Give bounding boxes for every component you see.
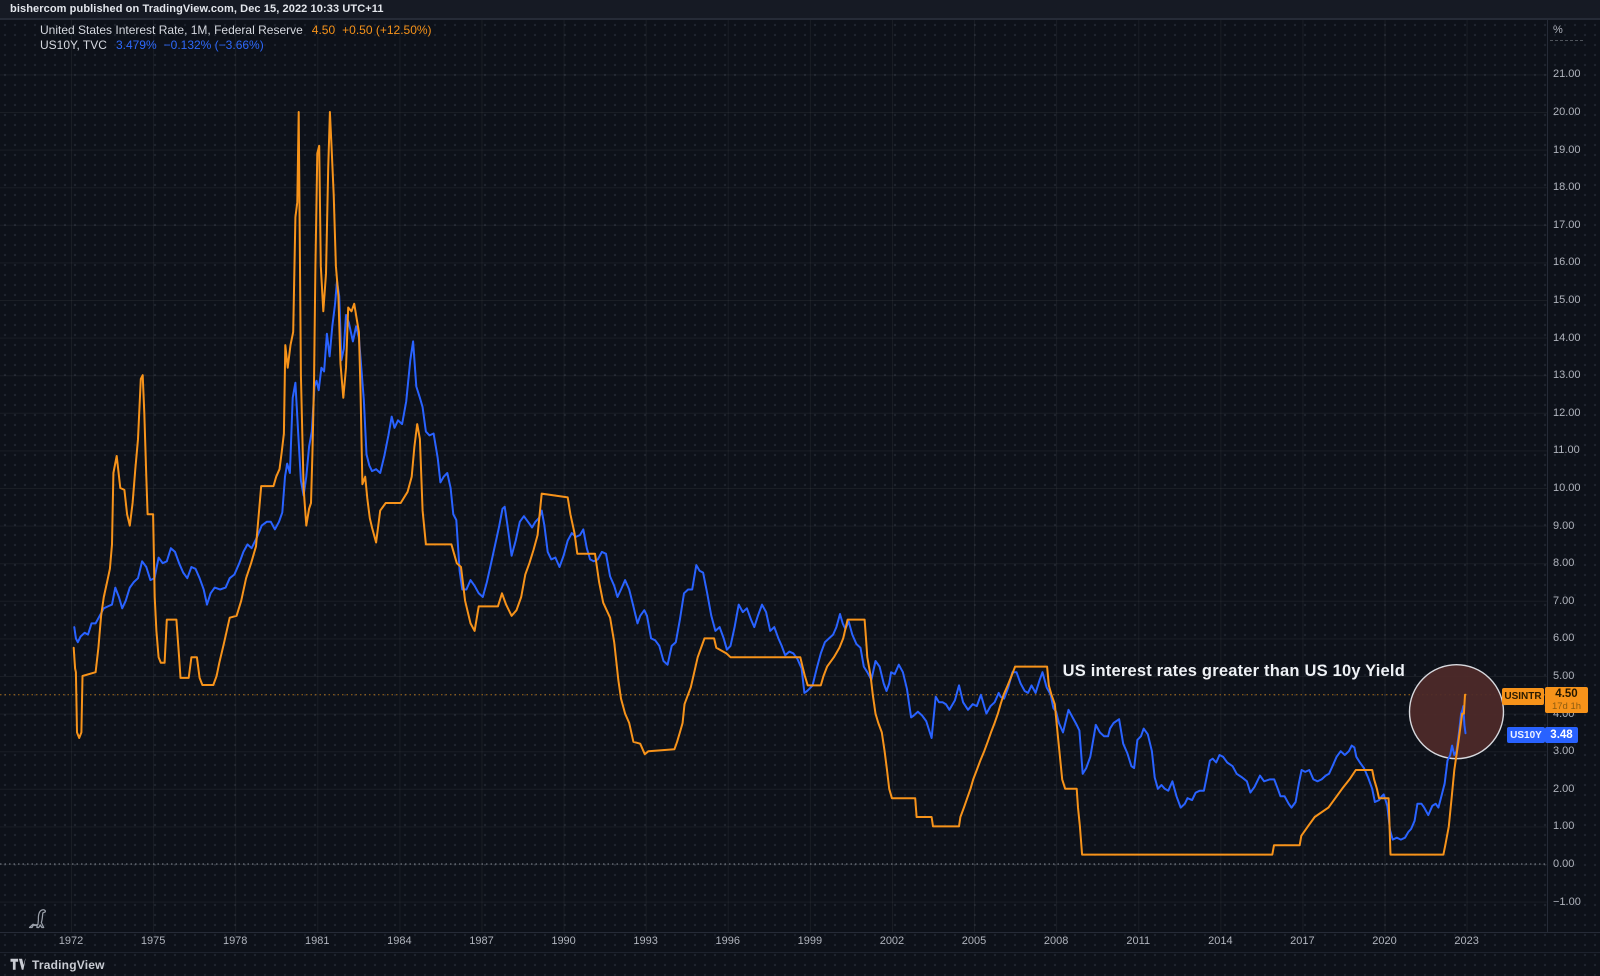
price-tick-label: 16.00	[1553, 256, 1581, 269]
us10y-line-series[interactable]	[73, 280, 1467, 841]
price-axis-unit-label: %	[1553, 24, 1563, 36]
legend-row-us10y[interactable]: US10Y, TVC 3.479% −0.132% (−3.66%)	[40, 38, 432, 52]
price-tick-label: 0.00	[1553, 858, 1575, 870]
time-tick-label: 2023	[1454, 935, 1479, 947]
price-tick-label: 7.00	[1553, 594, 1575, 607]
time-tick-label: 1993	[633, 935, 658, 947]
price-axis-top-dash	[1550, 40, 1583, 41]
time-tick-label: 2005	[961, 935, 987, 947]
published-header-bar: bishercom published on TradingView.com, …	[0, 0, 1600, 19]
tradingview-logo-icon[interactable]	[10, 958, 26, 971]
usintr-line-series[interactable]	[72, 111, 1467, 856]
legend-usintr-values: 4.50 +0.50 (+12.50%)	[311, 23, 432, 37]
price-tick-label: 17.00	[1553, 218, 1581, 231]
time-tick-label: 1999	[797, 935, 823, 947]
time-tick-label: 1996	[715, 935, 740, 947]
us10y-symbol-tag: US10Y	[1507, 727, 1545, 743]
price-tick-label: −1.00	[1553, 895, 1581, 908]
time-tick-label: 2011	[1126, 935, 1151, 947]
legend-us10y-values: 3.479% −0.132% (−3.66%)	[115, 38, 264, 52]
time-tick-label: 2017	[1290, 935, 1315, 947]
usintr-symbol-tag: USINTR	[1502, 688, 1544, 705]
price-tick-label: 6.00	[1553, 632, 1575, 645]
price-tick-label: 5.00	[1553, 670, 1575, 682]
price-tick-label: 21.00	[1553, 68, 1581, 81]
price-tick-label: 15.00	[1553, 294, 1581, 306]
tradingview-brand-text[interactable]: TradingView	[32, 957, 105, 972]
time-tick-label: 1984	[387, 935, 412, 947]
dino-icon[interactable]	[27, 905, 51, 931]
usintr-price-tag: 4.50 17d 1h	[1545, 687, 1588, 713]
price-tick-label: 8.00	[1553, 557, 1575, 570]
price-tick-label: 13.00	[1553, 369, 1581, 382]
time-tick-label: 1972	[58, 935, 84, 947]
time-tick-label: 2002	[879, 935, 905, 947]
published-header-title: bishercom published on TradingView.com, …	[10, 3, 384, 15]
grid-lines	[0, 19, 1547, 932]
time-tick-label: 1981	[305, 935, 330, 947]
price-tick-label: 2.00	[1553, 782, 1575, 795]
price-tick-label: 9.00	[1553, 519, 1575, 532]
time-tick-label: 2014	[1208, 935, 1233, 947]
price-tick-label: 12.00	[1553, 406, 1581, 419]
time-tick-label: 1990	[551, 935, 576, 947]
price-tick-label: 18.00	[1553, 181, 1581, 194]
pane-borders	[0, 19, 1600, 933]
us10y-price-tag: 3.48	[1545, 727, 1578, 743]
time-tick-label: 1987	[469, 935, 494, 947]
time-tick-label: 1975	[140, 935, 166, 947]
price-tick-label: 1.00	[1553, 820, 1575, 833]
legend-row-usintr[interactable]: United States Interest Rate, 1M, Federal…	[40, 23, 432, 37]
price-tick-label: 11.00	[1553, 444, 1580, 457]
price-tick-label: 3.00	[1553, 745, 1575, 758]
time-tick-label: 2008	[1043, 935, 1069, 947]
footer-bar: TradingView	[0, 952, 1600, 976]
legend-us10y-title: US10Y, TVC	[40, 38, 107, 52]
time-tick-label: 2020	[1372, 935, 1397, 947]
legend-usintr-title: United States Interest Rate, 1M, Federal…	[40, 23, 303, 37]
price-tick-label: 19.00	[1553, 143, 1581, 156]
price-tick-label: 20.00	[1553, 106, 1581, 118]
time-tick-label: 1978	[222, 935, 248, 947]
price-tick-label: 14.00	[1553, 331, 1581, 344]
usintr-bar-countdown: 17d 1h	[1551, 701, 1582, 712]
price-tick-label: 10.00	[1553, 482, 1581, 494]
chart-legend: United States Interest Rate, 1M, Federal…	[40, 23, 432, 53]
usintr-price-value: 4.50	[1555, 688, 1578, 700]
annotation-text[interactable]: US interest rates greater than US 10y Yi…	[1062, 662, 1405, 680]
